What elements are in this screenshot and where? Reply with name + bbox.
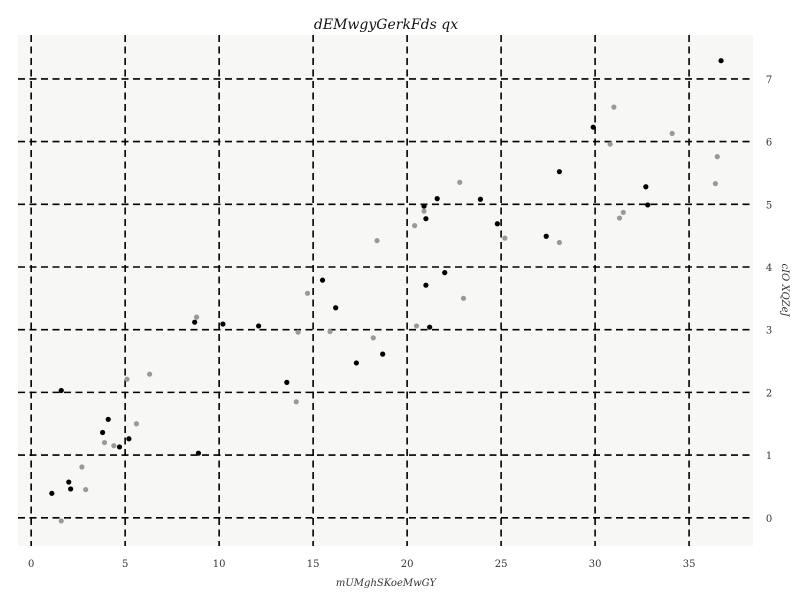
- data-point: [256, 323, 262, 329]
- x-tick-label: 25: [495, 559, 508, 570]
- data-point: [68, 486, 74, 492]
- data-point: [643, 184, 649, 190]
- chart-title: dEMwgyGerkFds qx: [314, 17, 458, 33]
- data-points: [49, 58, 724, 524]
- data-point: [124, 376, 130, 382]
- x-axis-ticks: 0 5 10 15 20 25 30 35: [28, 559, 695, 570]
- data-point: [146, 371, 153, 377]
- data-point: [412, 223, 418, 229]
- data-point: [126, 436, 132, 442]
- data-point: [423, 216, 429, 222]
- data-point: [116, 444, 123, 450]
- grid-lines: [18, 35, 753, 546]
- data-point: [133, 421, 140, 427]
- data-point: [333, 305, 339, 311]
- data-point: [457, 179, 463, 185]
- x-axis-label: mUMghSKoeMwGY: [336, 578, 438, 589]
- x-tick-label: 5: [122, 559, 128, 570]
- x-tick-label: 10: [213, 559, 226, 570]
- y-tick-label: 7: [766, 75, 772, 86]
- y-axis-label: cIO XQZeJ: [779, 263, 790, 317]
- data-point: [556, 169, 562, 175]
- data-point: [327, 328, 333, 335]
- data-point: [99, 429, 106, 436]
- data-point: [111, 443, 117, 449]
- data-point: [556, 239, 562, 246]
- y-tick-label: 3: [766, 326, 772, 337]
- data-point: [192, 319, 198, 325]
- data-point: [413, 323, 420, 329]
- data-point: [370, 335, 376, 341]
- x-tick-label: 15: [307, 559, 320, 570]
- data-point: [101, 439, 108, 446]
- data-point: [616, 215, 623, 221]
- y-tick-label: 6: [766, 138, 772, 149]
- x-tick-label: 35: [683, 559, 696, 570]
- data-point: [79, 464, 85, 470]
- y-tick-label: 4: [766, 263, 772, 274]
- data-point: [434, 196, 440, 202]
- data-point: [494, 221, 500, 227]
- data-point: [543, 233, 549, 239]
- y-tick-label: 0: [766, 514, 772, 525]
- data-point: [611, 104, 617, 110]
- data-point: [477, 196, 484, 202]
- data-point: [195, 450, 202, 456]
- data-point: [590, 124, 596, 130]
- x-tick-label: 0: [28, 559, 34, 570]
- data-point: [293, 399, 299, 405]
- data-point: [460, 295, 467, 301]
- data-point: [669, 130, 675, 137]
- data-point: [295, 329, 301, 335]
- data-point: [607, 141, 613, 147]
- data-point: [193, 314, 200, 320]
- data-point: [58, 387, 64, 394]
- y-tick-label: 2: [766, 388, 772, 399]
- data-point: [427, 324, 433, 330]
- y-tick-label: 5: [766, 200, 772, 211]
- data-point: [49, 490, 55, 496]
- data-point: [421, 203, 427, 209]
- data-point: [380, 351, 386, 357]
- y-axis-ticks: 0 1 2 3 4 5 6 7: [766, 75, 772, 525]
- data-point: [712, 180, 719, 187]
- data-point: [718, 58, 724, 64]
- data-point: [421, 208, 427, 214]
- data-point: [284, 379, 290, 385]
- x-tick-label: 20: [401, 559, 414, 570]
- x-tick-label: 30: [589, 559, 602, 570]
- y-tick-label: 1: [766, 451, 772, 462]
- data-point: [423, 282, 429, 288]
- data-point: [304, 290, 311, 296]
- data-point: [319, 277, 326, 283]
- data-point: [374, 238, 380, 244]
- data-point: [58, 518, 64, 524]
- data-point: [105, 416, 111, 422]
- data-point: [353, 360, 359, 366]
- data-point: [714, 154, 720, 160]
- data-point: [502, 235, 508, 241]
- data-point: [442, 270, 448, 276]
- plot-area: [18, 35, 753, 546]
- data-point: [220, 321, 226, 327]
- data-point: [66, 479, 72, 485]
- data-point: [620, 209, 626, 216]
- data-point: [645, 202, 651, 208]
- data-point: [83, 486, 89, 493]
